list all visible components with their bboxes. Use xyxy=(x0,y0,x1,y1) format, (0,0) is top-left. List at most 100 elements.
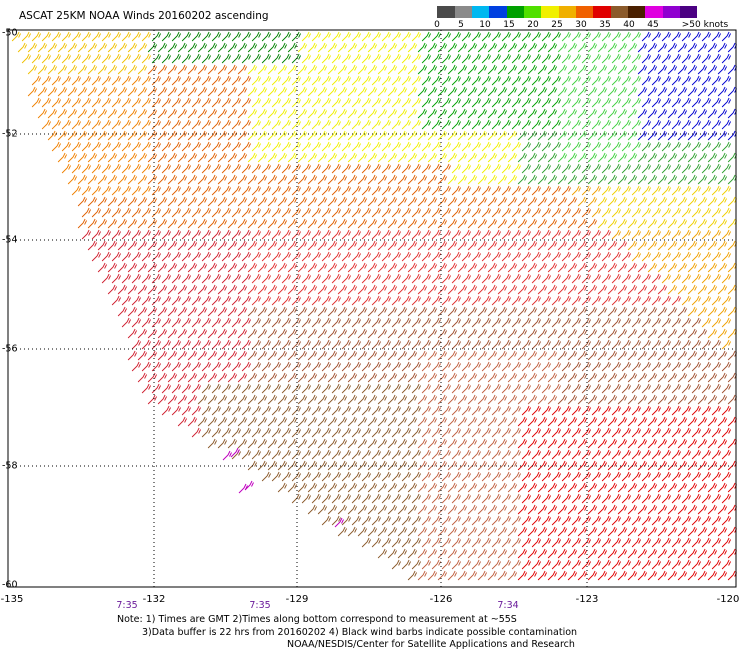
wind-barb xyxy=(437,174,447,185)
wind-barb xyxy=(627,504,637,515)
wind-barb xyxy=(327,482,337,493)
wind-barb xyxy=(267,64,277,75)
wind-barb xyxy=(487,42,497,53)
wind-barb xyxy=(411,141,421,152)
wind-barb xyxy=(151,53,161,64)
wind-barb xyxy=(651,31,661,42)
wind-barb xyxy=(467,42,477,53)
wind-barb xyxy=(331,229,341,240)
wind-barb xyxy=(377,174,387,185)
wind-barb xyxy=(451,537,461,548)
wind-barb xyxy=(377,240,387,251)
wind-barb xyxy=(697,372,707,383)
wind-barb xyxy=(537,504,547,515)
wind-barb xyxy=(417,394,427,405)
wind-barb xyxy=(687,174,697,185)
wind-barb xyxy=(441,317,451,328)
wind-barb xyxy=(567,570,577,581)
wind-barb xyxy=(251,361,261,372)
wind-barb xyxy=(717,174,727,185)
wind-barb xyxy=(101,207,111,218)
wind-barb xyxy=(471,273,481,284)
wind-barb xyxy=(377,438,387,449)
wind-barb xyxy=(191,163,201,174)
wind-barb xyxy=(487,108,497,119)
wind-barb xyxy=(177,284,187,295)
wind-barb xyxy=(221,31,231,42)
wind-barb xyxy=(257,328,267,339)
wind-barb xyxy=(281,207,291,218)
wind-barb xyxy=(311,493,321,504)
wind-barb xyxy=(671,31,681,42)
wind-barb xyxy=(477,504,487,515)
wind-barb xyxy=(447,548,457,559)
wind-barb xyxy=(727,262,737,273)
wind-barb xyxy=(407,306,417,317)
wind-barb xyxy=(141,185,151,196)
wind-barb xyxy=(517,262,527,273)
wind-barb xyxy=(637,240,647,251)
wind-barb xyxy=(657,108,667,119)
wind-barb xyxy=(427,86,437,97)
wind-barb xyxy=(441,559,451,570)
wind-barb xyxy=(87,196,97,207)
wind-barb xyxy=(271,185,281,196)
wind-barb xyxy=(391,75,401,86)
colorbar-swatch xyxy=(471,6,490,18)
wind-barb xyxy=(117,196,127,207)
wind-barb xyxy=(641,295,651,306)
wind-barb xyxy=(367,328,377,339)
wind-barb xyxy=(397,64,407,75)
wind-barb xyxy=(357,394,367,405)
wind-barb xyxy=(171,229,181,240)
wind-barb xyxy=(447,306,457,317)
wind-barb xyxy=(477,416,487,427)
wind-barb xyxy=(421,31,431,42)
wind-barb xyxy=(251,53,261,64)
wind-barb xyxy=(171,31,181,42)
wind-barb xyxy=(571,339,581,350)
wind-barb xyxy=(141,229,151,240)
wind-barb xyxy=(267,108,277,119)
wind-barb xyxy=(607,262,617,273)
wind-barb xyxy=(527,86,537,97)
wind-barb xyxy=(261,251,271,262)
wind-barb xyxy=(131,207,141,218)
wind-barb xyxy=(397,130,407,141)
colorbar-swatch xyxy=(575,6,594,18)
wind-barb xyxy=(701,449,711,460)
wind-barb xyxy=(227,196,237,207)
wind-barb xyxy=(131,31,141,42)
wind-barb xyxy=(267,218,277,229)
wind-barb xyxy=(147,350,157,361)
wind-barb xyxy=(427,152,437,163)
wind-barb xyxy=(471,53,481,64)
wind-barb xyxy=(597,482,607,493)
wind-barb xyxy=(627,108,637,119)
wind-barb xyxy=(727,482,737,493)
wind-barb xyxy=(301,53,311,64)
wind-barb xyxy=(617,394,627,405)
wind-barb xyxy=(407,196,417,207)
wind-barb xyxy=(297,108,307,119)
wind-barb xyxy=(427,174,437,185)
wind-barb xyxy=(407,482,417,493)
wind-barb xyxy=(701,537,711,548)
wind-barb xyxy=(497,240,507,251)
wind-barb xyxy=(121,53,131,64)
wind-barb xyxy=(177,394,187,405)
wind-barb xyxy=(567,328,577,339)
wind-barb xyxy=(257,372,267,383)
wind-barb xyxy=(167,218,177,229)
wind-barb xyxy=(411,339,421,350)
wind-barb xyxy=(717,152,727,163)
wind-barb xyxy=(637,262,647,273)
wind-barb xyxy=(211,405,221,416)
wind-barb xyxy=(287,328,297,339)
wind-barb xyxy=(457,482,467,493)
wind-barb xyxy=(327,284,337,295)
wind-barb xyxy=(707,130,717,141)
wind-barb xyxy=(541,537,551,548)
wind-barb xyxy=(411,31,421,42)
wind-barb xyxy=(561,471,571,482)
